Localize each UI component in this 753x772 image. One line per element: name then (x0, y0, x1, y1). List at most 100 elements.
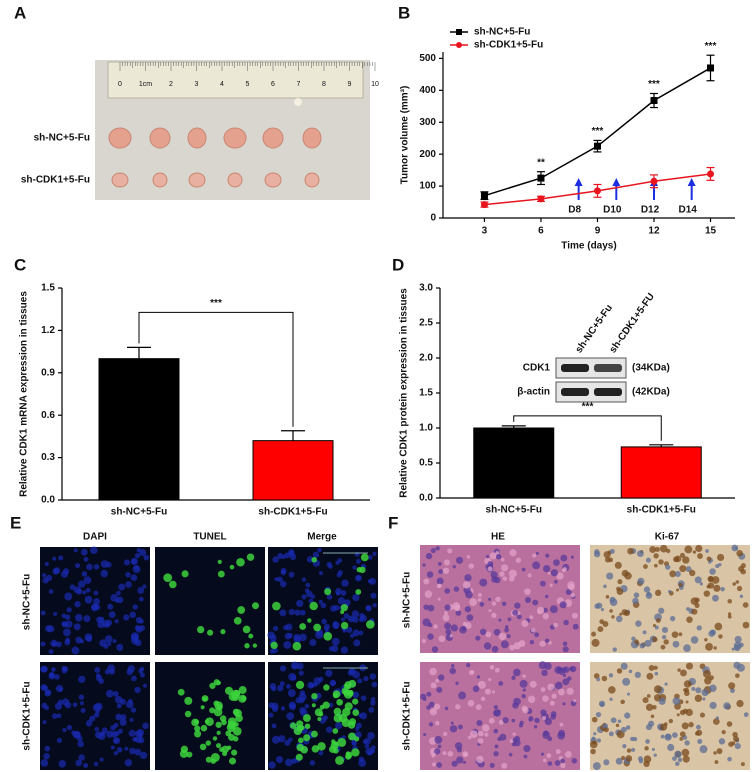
nucleus (296, 599, 304, 608)
cell (674, 761, 680, 767)
cell (424, 590, 433, 598)
cell (682, 755, 690, 763)
tunel-spot (340, 604, 348, 612)
cell (609, 598, 618, 607)
nucleus (41, 573, 47, 578)
cell (734, 635, 742, 643)
tunel-spot (292, 641, 302, 651)
cell (488, 678, 492, 682)
tunel-spot (219, 747, 224, 752)
nucleus (357, 678, 363, 684)
cell (551, 693, 557, 699)
nucleus (72, 730, 81, 739)
nucleus (124, 746, 129, 751)
cell (685, 700, 689, 704)
tunel-spot (302, 714, 311, 722)
cell (479, 578, 488, 587)
cell (559, 722, 564, 727)
cell (554, 760, 561, 766)
cell (456, 756, 464, 764)
cell (434, 748, 441, 755)
tunel-spot (233, 736, 239, 742)
cell (683, 644, 691, 652)
cell (623, 610, 630, 617)
cell (568, 583, 575, 591)
cell (677, 757, 683, 763)
tumor (152, 172, 168, 188)
tunel-spot (221, 745, 230, 753)
nucleus (142, 584, 147, 589)
nucleus (352, 691, 360, 699)
cell (549, 583, 553, 587)
nucleus (350, 633, 355, 638)
nucleus (333, 625, 338, 630)
nucleus (130, 707, 137, 713)
tunel-spot (252, 602, 259, 610)
nucleus (370, 700, 376, 706)
cell (484, 732, 489, 737)
cell (731, 647, 735, 651)
cell (452, 565, 456, 569)
tunel-spot (229, 757, 237, 765)
tunel-spot (236, 557, 245, 567)
cell (542, 758, 547, 763)
nucleus (271, 735, 280, 744)
nucleus (318, 750, 324, 756)
cell (541, 669, 548, 677)
cell (450, 663, 455, 668)
nucleus (140, 672, 145, 678)
cell (683, 680, 692, 688)
nucleus (288, 672, 297, 681)
cell (509, 644, 515, 651)
cell (617, 719, 622, 723)
cell (704, 638, 708, 642)
cell (571, 612, 578, 619)
nucleus (306, 590, 313, 598)
cell (645, 703, 654, 711)
tunel-spot (299, 623, 307, 630)
nucleus (61, 621, 67, 627)
cell (513, 697, 521, 706)
cell (426, 705, 431, 710)
cell (528, 716, 534, 722)
tunel-spot (296, 743, 304, 752)
arrow-label: D10 (603, 205, 622, 216)
cell (631, 636, 636, 642)
bar (620, 446, 702, 499)
cell (498, 681, 504, 686)
tunel-spot (205, 717, 214, 727)
y-tick-label: 1.2 (41, 325, 55, 336)
panel-letter: F (388, 513, 398, 532)
nucleus (369, 577, 377, 585)
cell (709, 568, 716, 575)
cell (601, 675, 608, 682)
cell (706, 556, 712, 562)
nucleus (60, 570, 69, 578)
cell (450, 624, 458, 632)
nucleus (309, 760, 316, 766)
tunel-spot (270, 641, 278, 650)
nucleus (318, 599, 323, 604)
tunel-spot (311, 730, 318, 738)
nucleus (94, 667, 101, 673)
cell (637, 550, 644, 558)
cell (649, 546, 657, 553)
y-tick-label: 100 (419, 181, 436, 192)
cell (653, 553, 659, 559)
cell (476, 755, 484, 764)
column-label: Merge (307, 532, 337, 543)
cell (423, 604, 429, 610)
cell (479, 602, 485, 607)
cell (511, 718, 516, 723)
nucleus (285, 684, 291, 689)
cell (694, 576, 702, 584)
nucleus (93, 598, 101, 605)
nucleus (365, 604, 372, 612)
cell (610, 717, 617, 724)
nucleus (280, 706, 286, 711)
ruler (107, 61, 364, 99)
cell (476, 719, 483, 726)
cell (451, 760, 458, 767)
tunel-spot (332, 747, 339, 754)
arrow-head (612, 178, 621, 186)
